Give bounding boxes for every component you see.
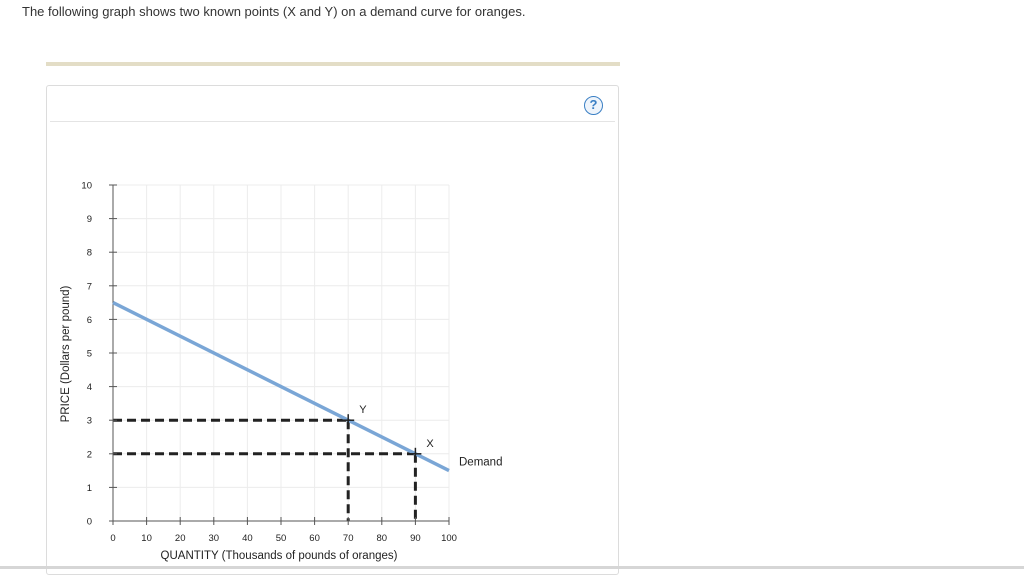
divider — [46, 62, 620, 66]
bottom-scroll-edge — [0, 566, 1024, 569]
y-tick-label-7: 7 — [87, 281, 92, 292]
y-tick-label-1: 1 — [87, 483, 92, 494]
point-label-Y: Y — [359, 404, 367, 416]
y-tick-label-5: 5 — [87, 349, 92, 360]
y-tick-label-2: 2 — [87, 449, 92, 460]
grid — [113, 184, 450, 521]
point-X — [409, 447, 422, 460]
question-text: The following graph shows two known poin… — [22, 4, 526, 19]
series-label-demand: Demand — [459, 457, 502, 469]
x-tick-label-20: 20 — [175, 533, 186, 544]
x-tick-label-80: 80 — [377, 533, 388, 544]
y-tick-label-4: 4 — [87, 382, 92, 393]
x-tick-label-100: 100 — [441, 533, 457, 544]
x-tick-label-50: 50 — [276, 533, 287, 544]
x-tick-label-30: 30 — [209, 533, 220, 544]
y-axis-title: PRICE (Dollars per pound) — [60, 285, 72, 422]
panel-header-divider — [50, 121, 615, 122]
y-tick-label-10: 10 — [81, 181, 92, 192]
series — [112, 301, 450, 473]
point-Y — [342, 414, 355, 427]
x-tick-label-60: 60 — [309, 533, 320, 544]
y-tick-label-0: 0 — [87, 517, 92, 528]
demand-curve — [112, 301, 450, 473]
x-tick-label-70: 70 — [343, 533, 354, 544]
y-tick-label-8: 8 — [87, 248, 92, 259]
x-tick-label-40: 40 — [242, 533, 253, 544]
y-tick-label-6: 6 — [87, 315, 92, 326]
guide-lines — [113, 418, 417, 521]
graph-panel — [46, 85, 619, 575]
x-axis-title: QUANTITY (Thousands of pounds of oranges… — [161, 550, 398, 562]
axes — [109, 184, 450, 525]
question-mark-circle-icon[interactable]: ? — [584, 96, 603, 115]
x-tick-label-10: 10 — [141, 533, 152, 544]
point-label-X: X — [426, 438, 434, 450]
y-tick-label-3: 3 — [87, 416, 92, 427]
x-tick-label-90: 90 — [410, 533, 421, 544]
points — [342, 414, 422, 460]
y-tick-label-9: 9 — [87, 214, 92, 225]
x-tick-label-0: 0 — [110, 533, 115, 544]
